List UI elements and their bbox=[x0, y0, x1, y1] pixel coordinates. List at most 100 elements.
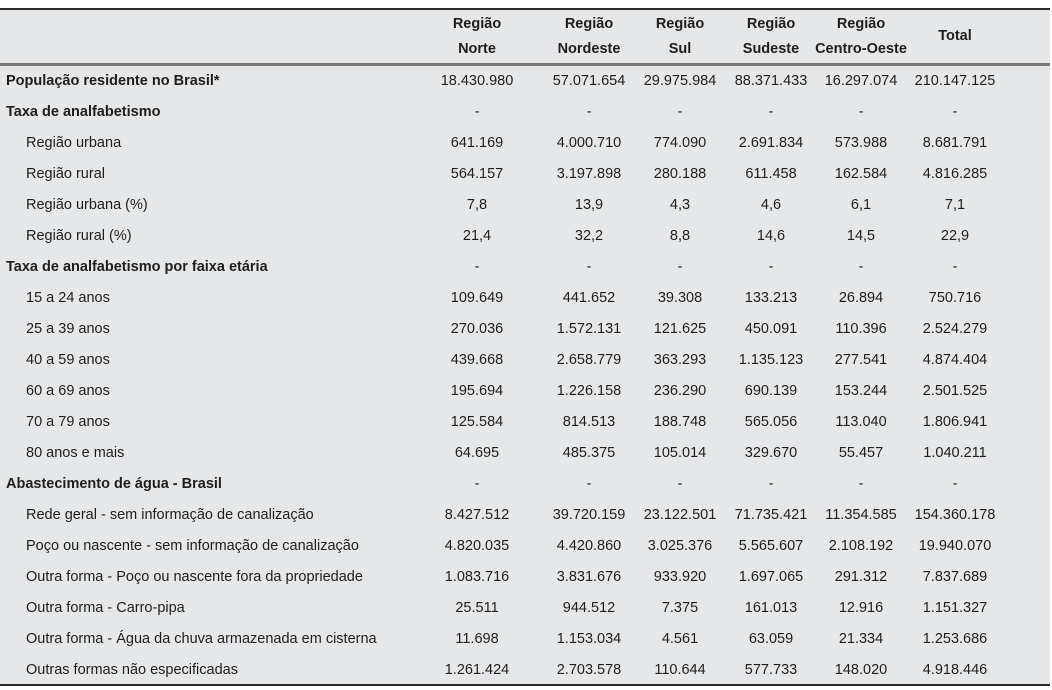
column-header-text: Região bbox=[836, 15, 886, 32]
cell-sul: 774.090 bbox=[653, 135, 707, 151]
cell-nordeste: 4.420.860 bbox=[556, 538, 622, 554]
cell-sul: 4.561 bbox=[661, 631, 699, 647]
cell-norte: 4.820.035 bbox=[444, 538, 510, 554]
cell-centro-oeste: 26.894 bbox=[838, 290, 884, 306]
cell-total: 2.524.279 bbox=[922, 321, 988, 337]
cell-sudeste: - bbox=[768, 259, 774, 275]
cell-sudeste: 71.735.421 bbox=[734, 507, 808, 523]
cell-norte: 564.157 bbox=[450, 166, 504, 182]
cell-total: 1.253.686 bbox=[922, 631, 988, 647]
cell-norte: 8.427.512 bbox=[444, 507, 510, 523]
cell-centro-oeste: 6,1 bbox=[850, 197, 872, 213]
column-header-text: Região bbox=[655, 15, 705, 32]
cell-nordeste: 57.071.654 bbox=[552, 73, 626, 89]
cell-nordeste: 485.375 bbox=[562, 445, 616, 461]
cell-nordeste: 4.000.710 bbox=[556, 135, 622, 151]
cell-total: - bbox=[952, 476, 958, 492]
cell-sul: 363.293 bbox=[653, 352, 707, 368]
cell-nordeste: 13,9 bbox=[574, 197, 604, 213]
cell-sul: 29.975.984 bbox=[643, 73, 717, 89]
column-header-text: Região bbox=[452, 15, 502, 32]
cell-nordeste: - bbox=[586, 104, 592, 120]
column-header-text: Sul bbox=[668, 40, 692, 57]
cell-sudeste: - bbox=[768, 476, 774, 492]
table-header: Região Norte Região Nordeste Região Sul Região… bbox=[0, 10, 1050, 66]
cell-sul: - bbox=[677, 476, 683, 492]
cell-sul: - bbox=[677, 259, 683, 275]
cell-centro-oeste: 16.297.074 bbox=[824, 73, 898, 89]
cell-nordeste: 3.197.898 bbox=[556, 166, 622, 182]
cell-norte: 64.695 bbox=[454, 445, 500, 461]
cell-sudeste: 63.059 bbox=[748, 631, 794, 647]
cell-centro-oeste: 14,5 bbox=[846, 228, 876, 244]
cell-nordeste: 441.652 bbox=[562, 290, 616, 306]
cell-centro-oeste: 21.334 bbox=[838, 631, 884, 647]
cell-centro-oeste: 55.457 bbox=[838, 445, 884, 461]
row-label: Região urbana (%) bbox=[26, 197, 148, 213]
cell-centro-oeste: 291.312 bbox=[834, 569, 888, 585]
column-header-text: Nordeste bbox=[557, 40, 621, 57]
cell-sul: 933.920 bbox=[653, 569, 707, 585]
cell-norte: - bbox=[474, 104, 480, 120]
cell-nordeste: 814.513 bbox=[562, 414, 616, 430]
table-row: 40 a 59 anos 439.668 2.658.779 363.293 1.135… bbox=[0, 345, 1050, 376]
row-label: Taxa de analfabetismo bbox=[6, 104, 161, 120]
cell-centro-oeste: 148.020 bbox=[834, 662, 888, 678]
cell-norte: 109.649 bbox=[450, 290, 504, 306]
table-row: Outras formas não especificadas 1.261.424… bbox=[0, 655, 1050, 686]
table-body: População residente no Brasil* 18.430.980… bbox=[0, 66, 1050, 686]
cell-sudeste: 133.213 bbox=[744, 290, 798, 306]
cell-total: 154.360.178 bbox=[914, 507, 996, 523]
cell-norte: 1.261.424 bbox=[444, 662, 510, 678]
cell-sul: 3.025.376 bbox=[647, 538, 713, 554]
table-row: 60 a 69 anos 195.694 1.226.158 236.290 690.1… bbox=[0, 376, 1050, 407]
cell-norte: 195.694 bbox=[450, 383, 504, 399]
cell-total: 4.918.446 bbox=[922, 662, 988, 678]
cell-sul: 236.290 bbox=[653, 383, 707, 399]
cell-total: - bbox=[952, 259, 958, 275]
row-label: Outras formas não especificadas bbox=[26, 662, 238, 678]
cell-sudeste: 161.013 bbox=[744, 600, 798, 616]
cell-centro-oeste: 277.541 bbox=[834, 352, 888, 368]
table-row: Região urbana 641.169 4.000.710 774.090 2.69… bbox=[0, 128, 1050, 159]
cell-centro-oeste: 11.354.585 bbox=[825, 507, 897, 523]
cell-sudeste: 565.056 bbox=[744, 414, 798, 430]
row-label: 70 a 79 anos bbox=[26, 414, 110, 430]
section-row: Taxa de analfabetismo por faixa etária - -… bbox=[0, 252, 1050, 283]
cell-norte: 21,4 bbox=[462, 228, 492, 244]
table-row: 80 anos e mais 64.695 485.375 105.014 329.67… bbox=[0, 438, 1050, 469]
cell-nordeste: 2.658.779 bbox=[556, 352, 622, 368]
row-label: Outra forma - Carro-pipa bbox=[26, 600, 185, 616]
cell-norte: 25.511 bbox=[455, 600, 499, 616]
cell-centro-oeste: 573.988 bbox=[834, 135, 888, 151]
table-row: 25 a 39 anos 270.036 1.572.131 121.625 450.0… bbox=[0, 314, 1050, 345]
cell-norte: 641.169 bbox=[450, 135, 504, 151]
cell-total: 7,1 bbox=[944, 197, 966, 213]
cell-sul: - bbox=[677, 104, 683, 120]
column-header-text: Norte bbox=[458, 40, 496, 57]
cell-norte: 439.668 bbox=[450, 352, 504, 368]
cell-sul: 105.014 bbox=[653, 445, 707, 461]
cell-centro-oeste: - bbox=[858, 476, 864, 492]
column-header-text: Sudeste bbox=[742, 40, 800, 57]
cell-nordeste: 32,2 bbox=[574, 228, 604, 244]
column-header-total: Total bbox=[895, 10, 1015, 63]
cell-sul: 121.625 bbox=[653, 321, 707, 337]
row-label: Região urbana bbox=[26, 135, 122, 151]
column-header-nordeste: Região Nordeste bbox=[529, 10, 649, 63]
table-row: 15 a 24 anos 109.649 441.652 39.308 133.213 2… bbox=[0, 283, 1050, 314]
cell-sudeste: 4,6 bbox=[760, 197, 782, 213]
cell-centro-oeste: 162.584 bbox=[834, 166, 888, 182]
cell-sul: 7.375 bbox=[661, 600, 699, 616]
cell-total: - bbox=[952, 104, 958, 120]
cell-sul: 23.122.501 bbox=[643, 507, 717, 523]
table-row: Rede geral - sem informação de canalizaç… bbox=[0, 500, 1050, 531]
row-label: Abastecimento de água - Brasil bbox=[6, 476, 222, 492]
cell-total: 8.681.791 bbox=[922, 135, 988, 151]
table-row: Outra forma - Poço ou nascente fora da p… bbox=[0, 562, 1050, 593]
cell-centro-oeste: 110.396 bbox=[835, 321, 887, 337]
cell-sul: 39.308 bbox=[657, 290, 703, 306]
section-row: Abastecimento de água - Brasil - - - - - - bbox=[0, 469, 1050, 500]
cell-sudeste: 577.733 bbox=[744, 662, 798, 678]
table-row: 70 a 79 anos 125.584 814.513 188.748 565.056… bbox=[0, 407, 1050, 438]
